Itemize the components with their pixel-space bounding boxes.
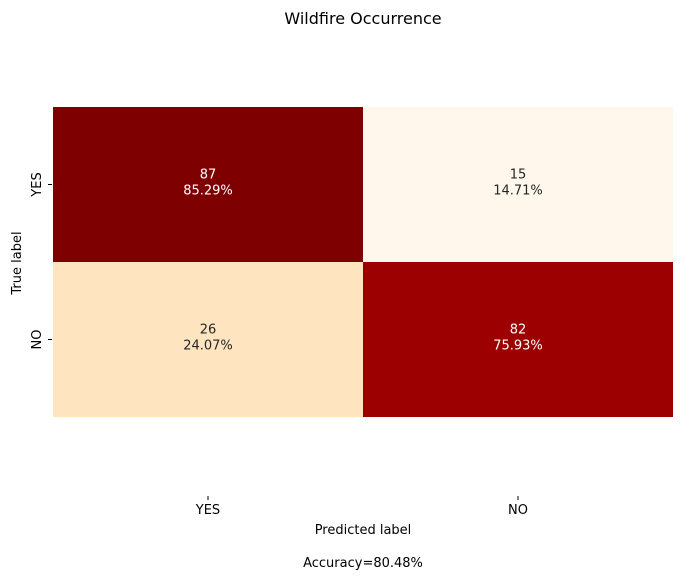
cell-percent-label: 24.07%	[183, 339, 233, 354]
x-tick-label: NO	[508, 503, 528, 518]
cell-count-label: 82	[510, 323, 527, 338]
heatmap-cell-0-0	[53, 107, 363, 262]
cell-percent-label: 75.93%	[493, 339, 543, 354]
y-tick-label: YES	[30, 172, 45, 197]
accuracy-footer: Accuracy=80.48%	[303, 556, 423, 571]
cell-count-label: 87	[200, 168, 217, 183]
cell-percent-label: 14.71%	[493, 184, 543, 199]
axis-ticks: YES NO YES NO	[30, 172, 528, 518]
cell-percent-label: 85.29%	[183, 184, 233, 199]
x-tick-label: YES	[195, 503, 220, 518]
heatmap-cell-0-1	[363, 107, 673, 262]
heatmap-cell-1-0	[53, 262, 363, 417]
x-axis-label: Predicted label	[315, 523, 412, 538]
y-axis-label: True label	[10, 231, 25, 295]
chart-title: Wildfire Occurrence	[284, 9, 441, 28]
cell-count-label: 26	[200, 323, 217, 338]
heatmap-cell-1-1	[363, 262, 673, 417]
cell-count-label: 15	[510, 168, 527, 183]
y-tick-label: NO	[30, 330, 45, 350]
